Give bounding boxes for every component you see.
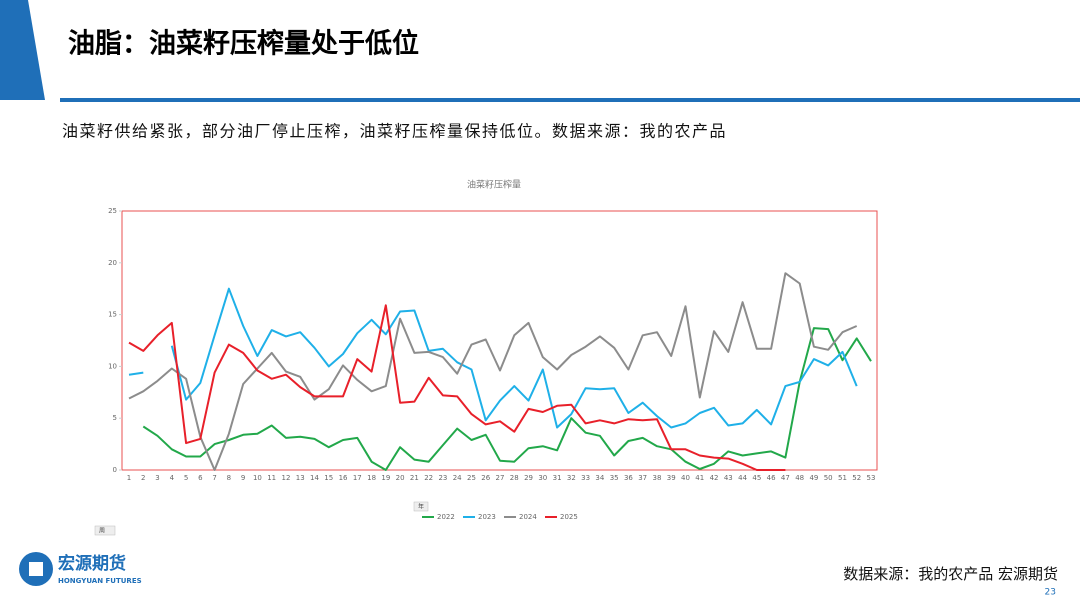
y-tick-label: 20 — [108, 259, 117, 267]
x-tick-label: 16 — [339, 474, 348, 482]
x-tick-label: 2 — [141, 474, 145, 482]
x-tick-label: 15 — [324, 474, 333, 482]
x-tick-label: 34 — [595, 474, 604, 482]
x-tick-label: 30 — [538, 474, 547, 482]
y-tick-label: 0 — [113, 466, 117, 474]
x-tick-label: 36 — [624, 474, 633, 482]
x-tick-label: 44 — [738, 474, 747, 482]
x-tick-label: 29 — [524, 474, 533, 482]
x-tick-label: 50 — [824, 474, 833, 482]
x-tick-label: 52 — [852, 474, 861, 482]
x-tick-label: 35 — [610, 474, 619, 482]
y-tick-label: 10 — [108, 362, 117, 370]
x-tick-label: 32 — [567, 474, 576, 482]
x-tick-label: 46 — [767, 474, 776, 482]
legend-label: 2022 — [437, 513, 455, 521]
x-tick-label: 49 — [809, 474, 818, 482]
x-tick-label: 51 — [838, 474, 847, 482]
x-tick-label: 25 — [467, 474, 476, 482]
legend-label: 2025 — [560, 513, 578, 521]
series-line — [128, 304, 786, 471]
x-tick-label: 23 — [438, 474, 447, 482]
x-tick-label: 20 — [396, 474, 405, 482]
x-tick-label: 41 — [695, 474, 704, 482]
x-tick-label: 37 — [638, 474, 647, 482]
x-filter-label: 周 — [99, 528, 105, 535]
series-line — [128, 287, 858, 429]
legend-filter[interactable] — [413, 501, 429, 512]
x-tick-label: 40 — [681, 474, 690, 482]
x-tick-label: 10 — [253, 474, 262, 482]
y-tick-label: 15 — [108, 311, 117, 319]
corner-shape — [0, 0, 45, 100]
x-tick-label: 42 — [710, 474, 719, 482]
x-tick-label: 22 — [424, 474, 433, 482]
x-tick-label: 47 — [781, 474, 790, 482]
x-tick-label: 24 — [453, 474, 462, 482]
x-tick-label: 53 — [867, 474, 876, 482]
x-filter[interactable] — [94, 525, 116, 536]
x-tick-label: 39 — [667, 474, 676, 482]
series-line — [128, 272, 858, 471]
x-tick-label: 31 — [553, 474, 562, 482]
x-tick-label: 28 — [510, 474, 519, 482]
x-tick-label: 7 — [212, 474, 216, 482]
x-tick-label: 33 — [581, 474, 590, 482]
x-tick-label: 48 — [795, 474, 804, 482]
legend-filter-label: 年 — [418, 503, 424, 511]
x-tick-label: 27 — [496, 474, 505, 482]
x-tick-label: 17 — [353, 474, 362, 482]
x-tick-label: 13 — [296, 474, 305, 482]
title-rule — [60, 98, 1080, 102]
x-tick-label: 4 — [170, 474, 175, 482]
x-tick-label: 38 — [653, 474, 662, 482]
chart-title: 油菜籽压榨量 — [467, 179, 521, 191]
slide-title: 油脂：油菜籽压榨量处于低位 — [68, 28, 419, 60]
plot-border — [121, 210, 878, 471]
x-tick-label: 19 — [381, 474, 390, 482]
x-tick-label: 8 — [227, 474, 231, 482]
y-tick-label: 25 — [108, 207, 117, 215]
x-tick-label: 6 — [198, 474, 203, 482]
series-line — [142, 327, 872, 471]
chart-area — [95, 165, 905, 540]
x-tick-label: 18 — [367, 474, 376, 482]
x-tick-label: 12 — [282, 474, 291, 482]
y-tick-label: 5 — [113, 414, 117, 422]
logo-cn: 宏源期货 — [58, 553, 126, 574]
x-tick-label: 14 — [310, 474, 319, 482]
legend-label: 2024 — [519, 513, 537, 521]
x-tick-label: 9 — [241, 474, 245, 482]
x-tick-label: 21 — [410, 474, 419, 482]
x-tick-label: 11 — [267, 474, 276, 482]
source: 数据来源：我的农产品 宏源期货 — [843, 565, 1058, 583]
x-tick-label: 43 — [724, 474, 733, 482]
subtitle: 油菜籽供给紧张，部分油厂停止压榨，油菜籽压榨量保持低位。数据来源：我的农产品 — [62, 122, 727, 141]
x-tick-label: 26 — [481, 474, 490, 482]
x-tick-label: 45 — [752, 474, 761, 482]
page-number: 23 — [1045, 588, 1056, 598]
logo-icon-inner — [29, 562, 43, 576]
x-tick-label: 1 — [127, 474, 131, 482]
logo: 宏源期货 HONGYUAN FUTURES — [19, 552, 142, 586]
logo-en: HONGYUAN FUTURES — [58, 577, 142, 585]
legend-label: 2023 — [478, 513, 496, 521]
x-tick-label: 3 — [155, 474, 159, 482]
x-tick-label: 5 — [184, 474, 188, 482]
